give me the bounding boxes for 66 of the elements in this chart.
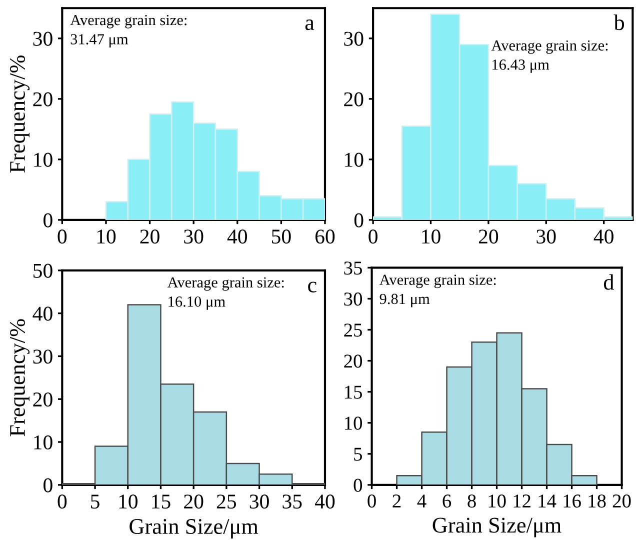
x-tick-label: 16 xyxy=(564,494,581,508)
x-tick-label: 30 xyxy=(184,230,204,244)
x-tick-label: 0 xyxy=(58,230,67,244)
y-axis-title: Frequency/% xyxy=(10,56,30,173)
y-tick-label: 0 xyxy=(354,213,364,228)
annotation: c xyxy=(308,282,316,292)
x-tick-label: 15 xyxy=(152,494,170,509)
x-tick-label: 30 xyxy=(536,230,556,244)
x-tick-label: 0 xyxy=(368,230,378,244)
y-tick-label: 0 xyxy=(44,213,52,228)
x-tick-label: 18 xyxy=(588,494,606,508)
y-tick-label: 10 xyxy=(34,152,52,167)
y-tick-label: 35 xyxy=(344,262,362,275)
y-tick-label: 0 xyxy=(44,478,52,492)
x-tick-label: 14 xyxy=(538,494,556,508)
x-tick-label: 12 xyxy=(514,494,530,508)
y-tick-label: 50 xyxy=(34,264,52,278)
x-tick-label: 30 xyxy=(250,494,269,509)
annotation: Average grain size: 16.43 μm xyxy=(491,40,608,73)
annotation: d xyxy=(604,274,614,290)
annotation: Average grain size: 9.81 μm xyxy=(379,274,496,308)
x-tick-label: 0 xyxy=(368,494,376,508)
y-tick-label: 0 xyxy=(354,478,362,492)
y-tick-label: 40 xyxy=(32,306,52,321)
x-tick-label: 10 xyxy=(422,230,440,244)
x-tick-label: 20 xyxy=(612,494,631,508)
y-tick-label: 20 xyxy=(344,354,362,368)
y-tick-label: 30 xyxy=(344,292,362,306)
annotation: a xyxy=(305,19,314,30)
y-tick-label: 20 xyxy=(33,92,52,106)
x-tick-label: 2 xyxy=(392,494,401,508)
x-tick-label: 40 xyxy=(227,230,248,244)
y-tick-label: 25 xyxy=(344,324,362,337)
x-tick-label: 50 xyxy=(272,230,291,244)
x-tick-label: 8 xyxy=(468,494,476,508)
x-tick-label: 0 xyxy=(58,494,67,509)
x-tick-label: 5 xyxy=(91,494,100,509)
x-axis-title: Grain Size/μm xyxy=(432,518,562,538)
x-axis-title: Grain Size/μm xyxy=(130,519,258,539)
y-tick-label: 30 xyxy=(33,350,52,364)
x-tick-label: 10 xyxy=(119,494,138,509)
y-tick-label: 15 xyxy=(345,386,362,399)
y-axis-title: Frequency/% xyxy=(10,319,30,436)
x-tick-label: 20 xyxy=(478,230,498,244)
x-tick-label: 6 xyxy=(442,494,452,508)
x-tick-label: 20 xyxy=(140,230,160,244)
annotation: Average grain size: 16.10 μm xyxy=(167,277,284,310)
y-tick-label: 10 xyxy=(34,435,52,450)
x-tick-label: 10 xyxy=(97,230,116,244)
x-tick-label: 40 xyxy=(594,230,614,244)
y-tick-label: 10 xyxy=(345,416,362,430)
x-tick-label: 4 xyxy=(417,494,426,508)
x-tick-label: 25 xyxy=(216,494,236,509)
x-tick-label: 40 xyxy=(314,494,335,509)
x-tick-label: 20 xyxy=(184,494,204,509)
annotation: Average grain size: 31.47 μm xyxy=(70,14,186,48)
annotation: b xyxy=(614,14,624,30)
x-tick-label: 60 xyxy=(315,230,335,244)
y-tick-label: 20 xyxy=(33,392,52,407)
y-tick-label: 30 xyxy=(344,32,364,46)
y-tick-label: 20 xyxy=(344,92,364,106)
x-tick-label: 35 xyxy=(282,494,302,509)
y-tick-label: 10 xyxy=(345,152,364,167)
x-tick-label: 10 xyxy=(488,494,506,508)
y-tick-label: 5 xyxy=(354,448,362,461)
y-tick-label: 30 xyxy=(33,32,52,46)
